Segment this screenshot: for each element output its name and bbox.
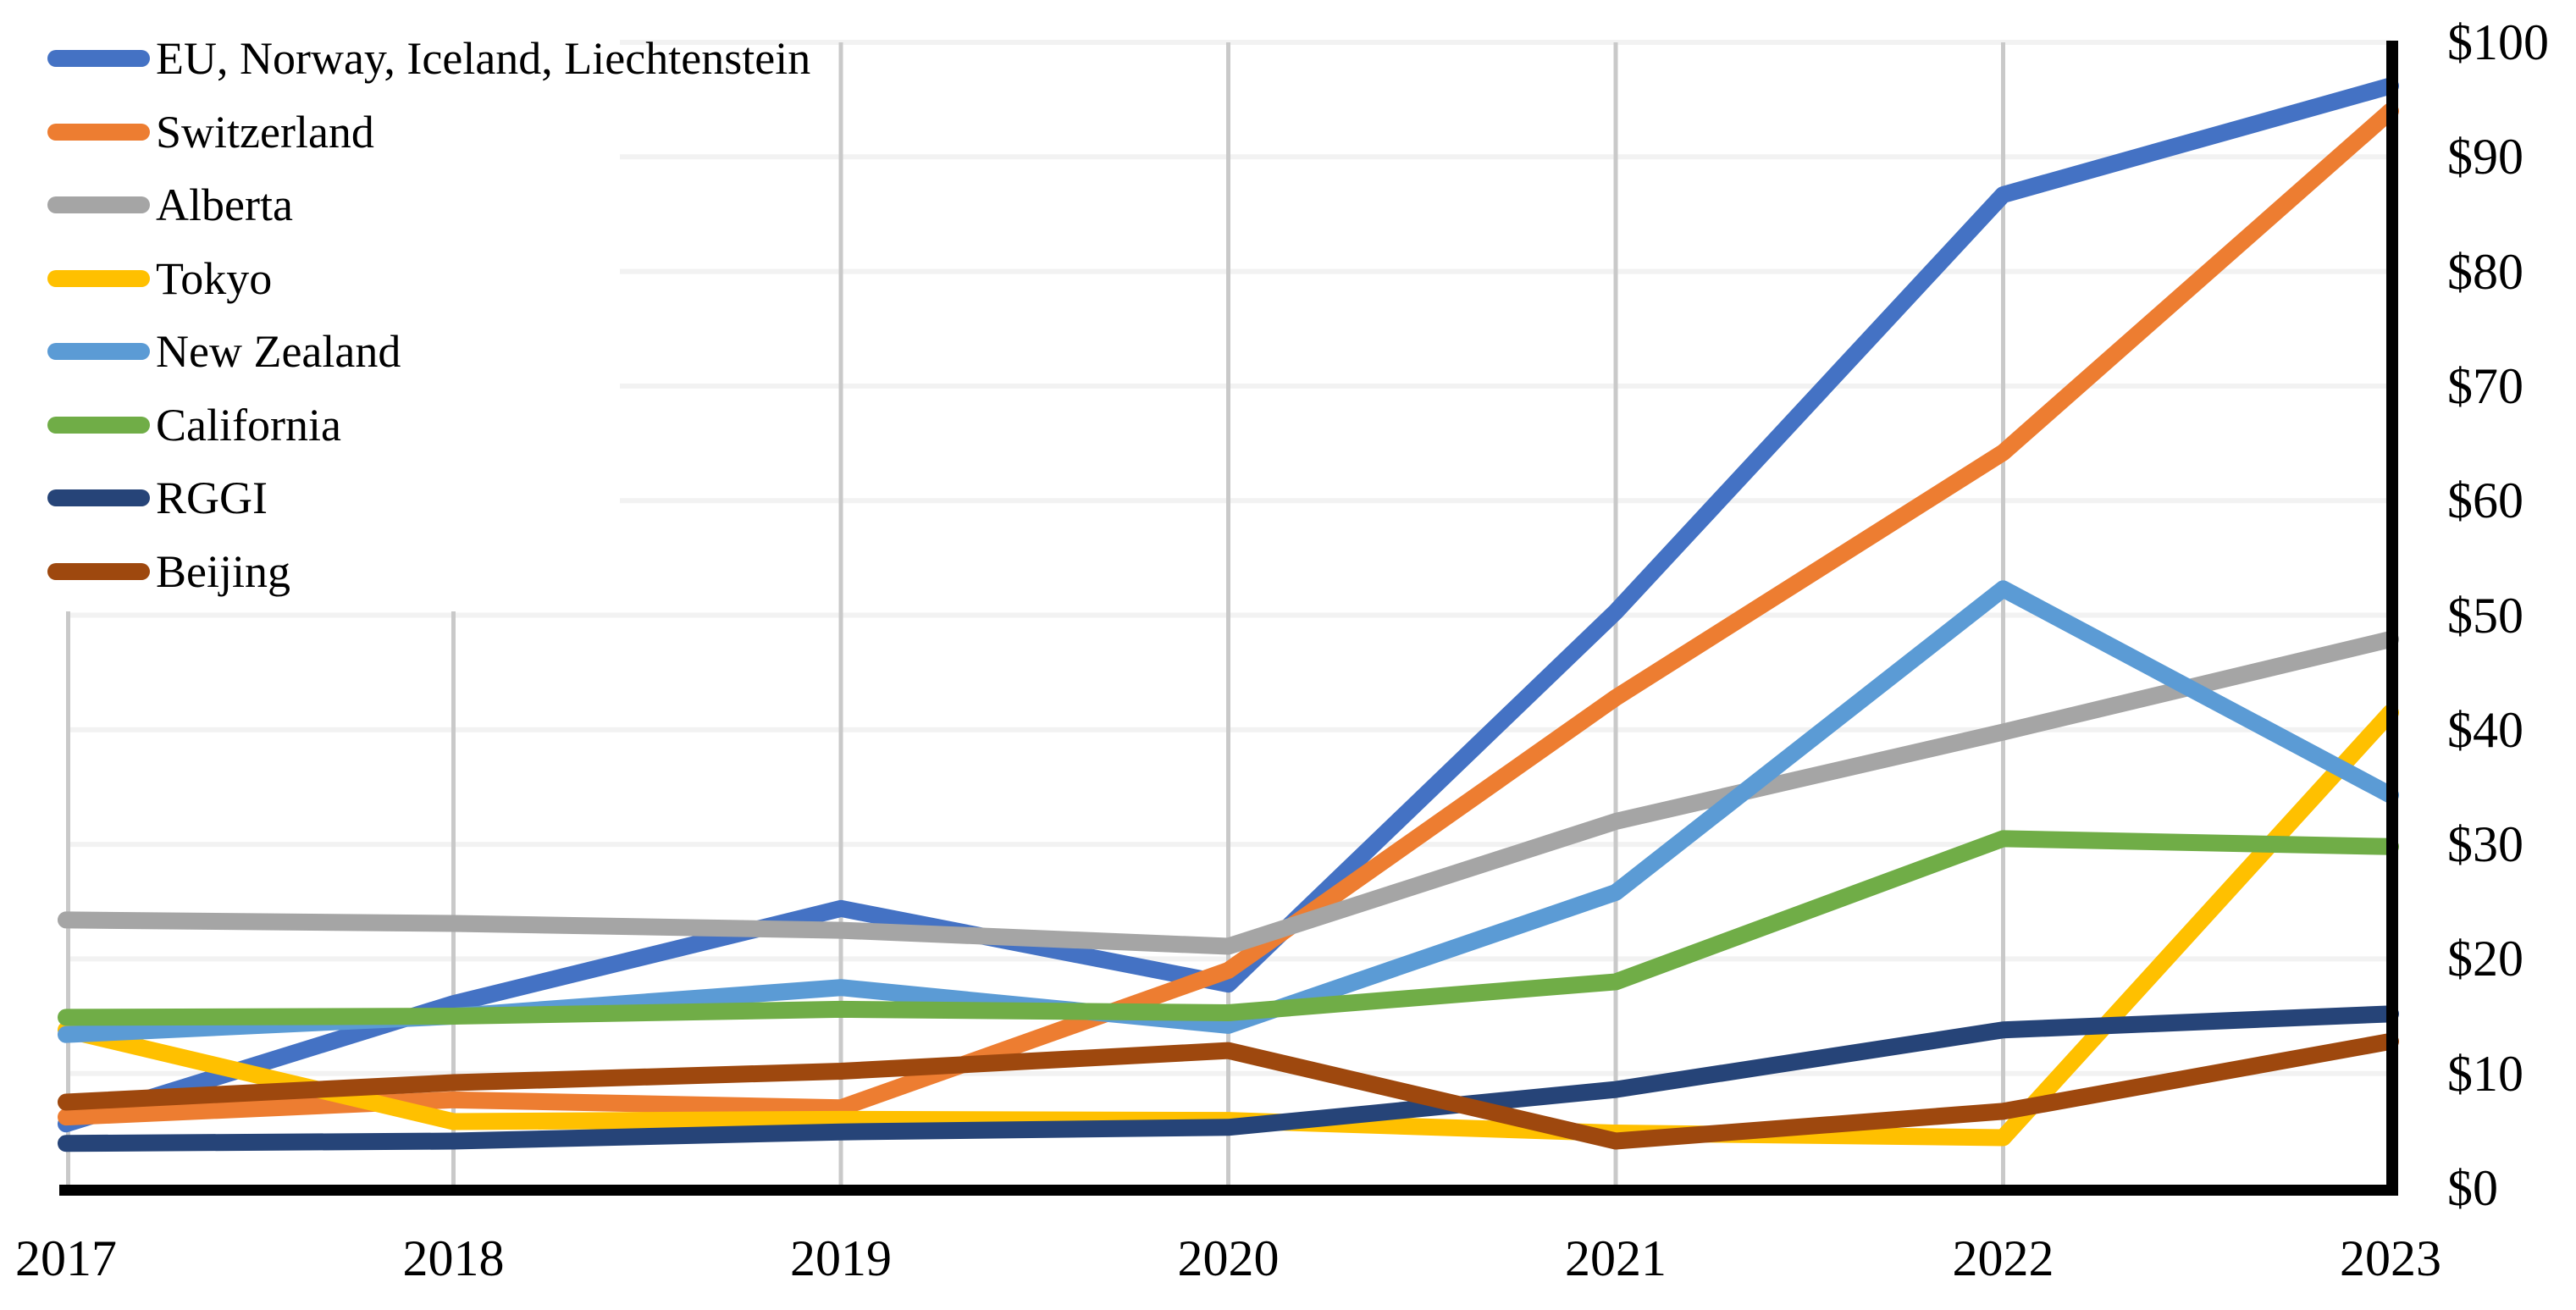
series-line-switzerland [58,102,2399,1126]
y-tick-label: $30 [2447,816,2523,873]
legend-swatch [47,562,150,580]
legend-swatch [47,416,150,434]
x-tick-label: 2018 [402,1230,505,1286]
y-tick-label: $80 [2447,243,2523,300]
y-tick-label: $0 [2447,1160,2498,1216]
legend-label: Tokyo [156,252,273,304]
y-tick-label: $100 [2447,14,2549,70]
legend-item: New Zealand [47,315,620,389]
legend-swatch [47,50,150,68]
legend-item: Switzerland [47,96,620,169]
legend-label: New Zealand [156,326,401,378]
legend-item: Alberta [47,169,620,242]
x-tick-label: 2020 [1177,1230,1280,1286]
x-tick-label: 2017 [15,1230,117,1286]
legend-label: Switzerland [156,106,374,158]
legend-item: Tokyo [47,242,620,316]
legend: EU, Norway, Iceland, Liechtenstein Switze… [22,5,810,611]
legend-swatch [47,489,150,507]
x-tick-label: 2019 [790,1230,892,1286]
legend-swatch [47,196,150,214]
legend-swatch [47,123,150,141]
series-line-rggi [58,1005,2399,1152]
y-tick-label: $70 [2447,357,2523,414]
legend-item: Beijing [47,535,620,609]
legend-label: RGGI [156,473,268,524]
y-tick-label: $20 [2447,931,2523,987]
y-tick-label: $40 [2447,701,2523,758]
series-line-eu-norway-iceland-liechtenstein [58,77,2399,1133]
y-tick-label: $50 [2447,587,2523,644]
legend-label: Alberta [156,180,293,231]
x-tick-label: 2022 [1952,1230,2054,1286]
legend-label: Beijing [156,545,290,597]
x-axis-line [59,1185,2398,1196]
series-line-alberta [58,630,2399,955]
legend-label: California [156,399,341,450]
legend-item: RGGI [47,462,620,535]
series-line-beijing [58,1032,2399,1150]
series-line-california [58,830,2399,1026]
x-tick-label: 2023 [2340,1230,2441,1286]
legend-label: EU, Norway, Iceland, Liechtenstein [156,33,811,85]
y-tick-label: $90 [2447,129,2523,185]
y-tick-label: $10 [2447,1045,2523,1102]
y-tick-label: $60 [2447,473,2523,529]
legend-item: EU, Norway, Iceland, Liechtenstein [47,22,810,96]
x-tick-label: 2021 [1565,1230,1667,1286]
legend-swatch [47,343,150,361]
legend-item: California [47,389,620,462]
y-axis-line [2386,41,2398,1196]
legend-swatch [47,269,150,287]
